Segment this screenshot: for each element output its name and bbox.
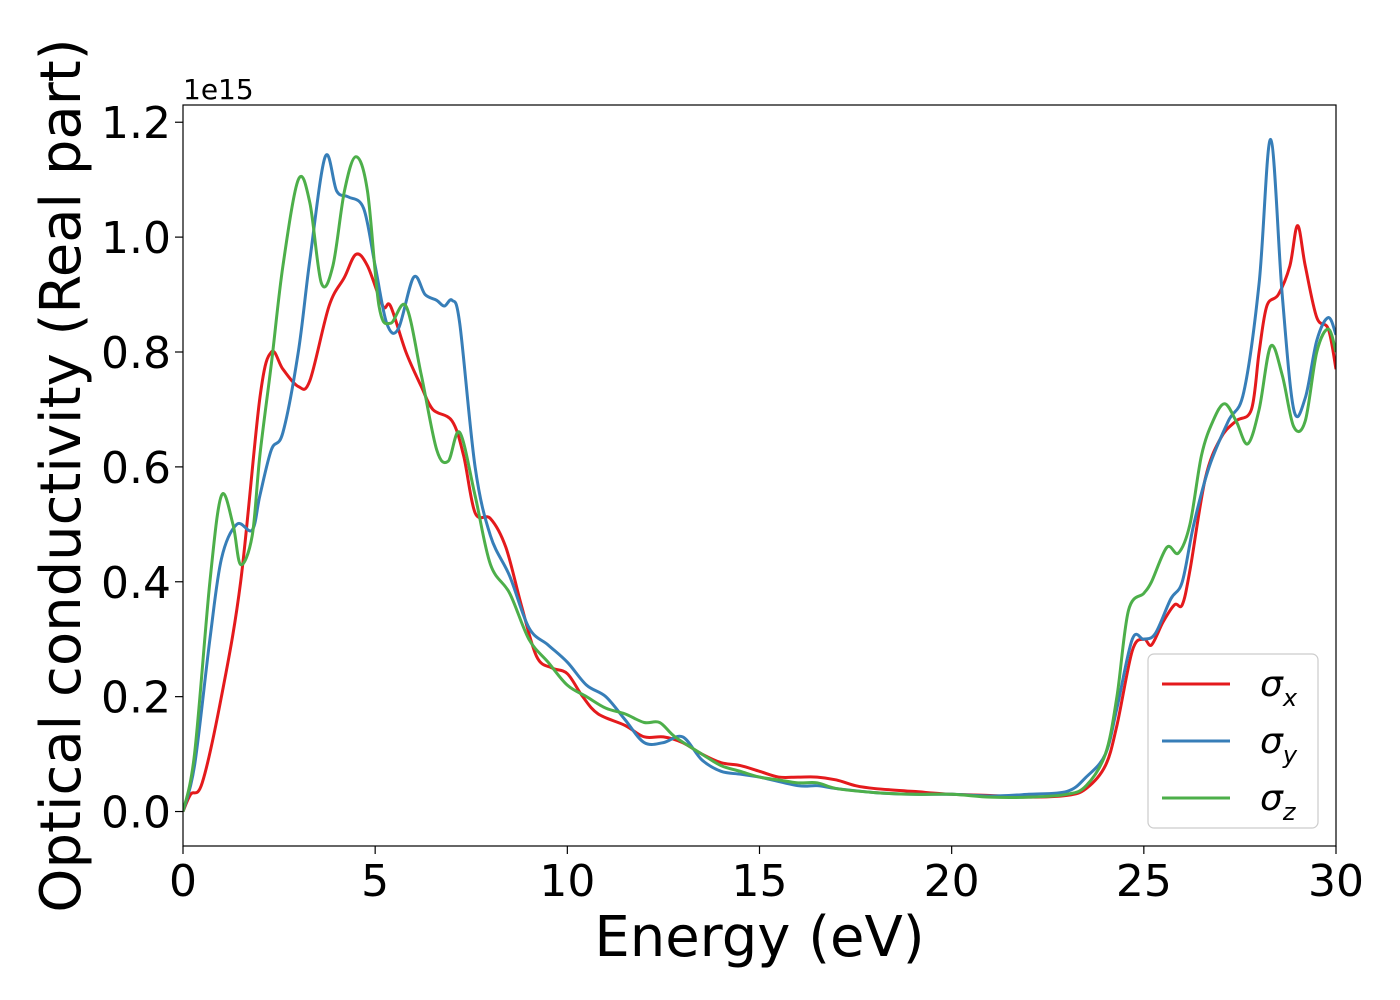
y-tick-label: 0.8 — [101, 328, 171, 379]
y-tick-label: 0.2 — [101, 673, 171, 724]
legend-label-z: σz — [1260, 778, 1297, 826]
legend-box — [1147, 653, 1319, 829]
legend-label-y: σy — [1260, 721, 1298, 769]
x-tick-label: 30 — [1308, 856, 1364, 907]
series-line-y — [183, 137, 1336, 812]
series-layer — [183, 137, 1336, 813]
legend-label-x: σx — [1260, 664, 1298, 712]
ticks-layer: 0 5 10 15 20 25 30 0.0 0.2 0.4 0.6 0.8 1.0 1.2 — [101, 98, 1364, 907]
x-tick-label: 0 — [169, 856, 197, 907]
y-tick-label: 0.0 — [101, 788, 171, 839]
y-tick-label: 0.6 — [101, 443, 171, 494]
x-tick-label: 15 — [732, 856, 788, 907]
x-axis-label: Energy (eV) — [594, 905, 924, 970]
x-tick-label: 5 — [361, 856, 389, 907]
y-tick-label: 0.4 — [101, 558, 171, 609]
y-tick-label: 1.2 — [101, 98, 171, 149]
y-tick-label: 1.0 — [101, 213, 171, 264]
y-offset-label: 1e15 — [183, 73, 254, 106]
x-tick-label: 25 — [1116, 856, 1172, 907]
x-tick-label: 10 — [539, 856, 595, 907]
x-tick-label: 20 — [924, 856, 980, 907]
series-line-z — [183, 155, 1336, 812]
legend: σx σy σz — [1147, 653, 1319, 829]
y-axis-label: Optical conductivity (Real part) — [29, 38, 94, 912]
